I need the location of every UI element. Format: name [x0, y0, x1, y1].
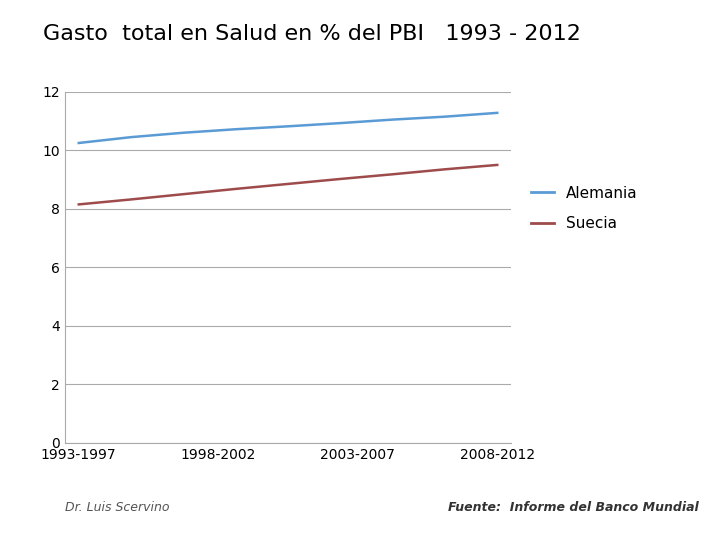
- Text: Dr. Luis Scervino: Dr. Luis Scervino: [65, 501, 169, 514]
- Text: Gasto  total en Salud en % del PBI   1993 - 2012: Gasto total en Salud en % del PBI 1993 -…: [43, 24, 581, 44]
- Legend: Alemania, Suecia: Alemania, Suecia: [525, 179, 644, 237]
- Text: Fuente:  Informe del Banco Mundial: Fuente: Informe del Banco Mundial: [448, 501, 698, 514]
